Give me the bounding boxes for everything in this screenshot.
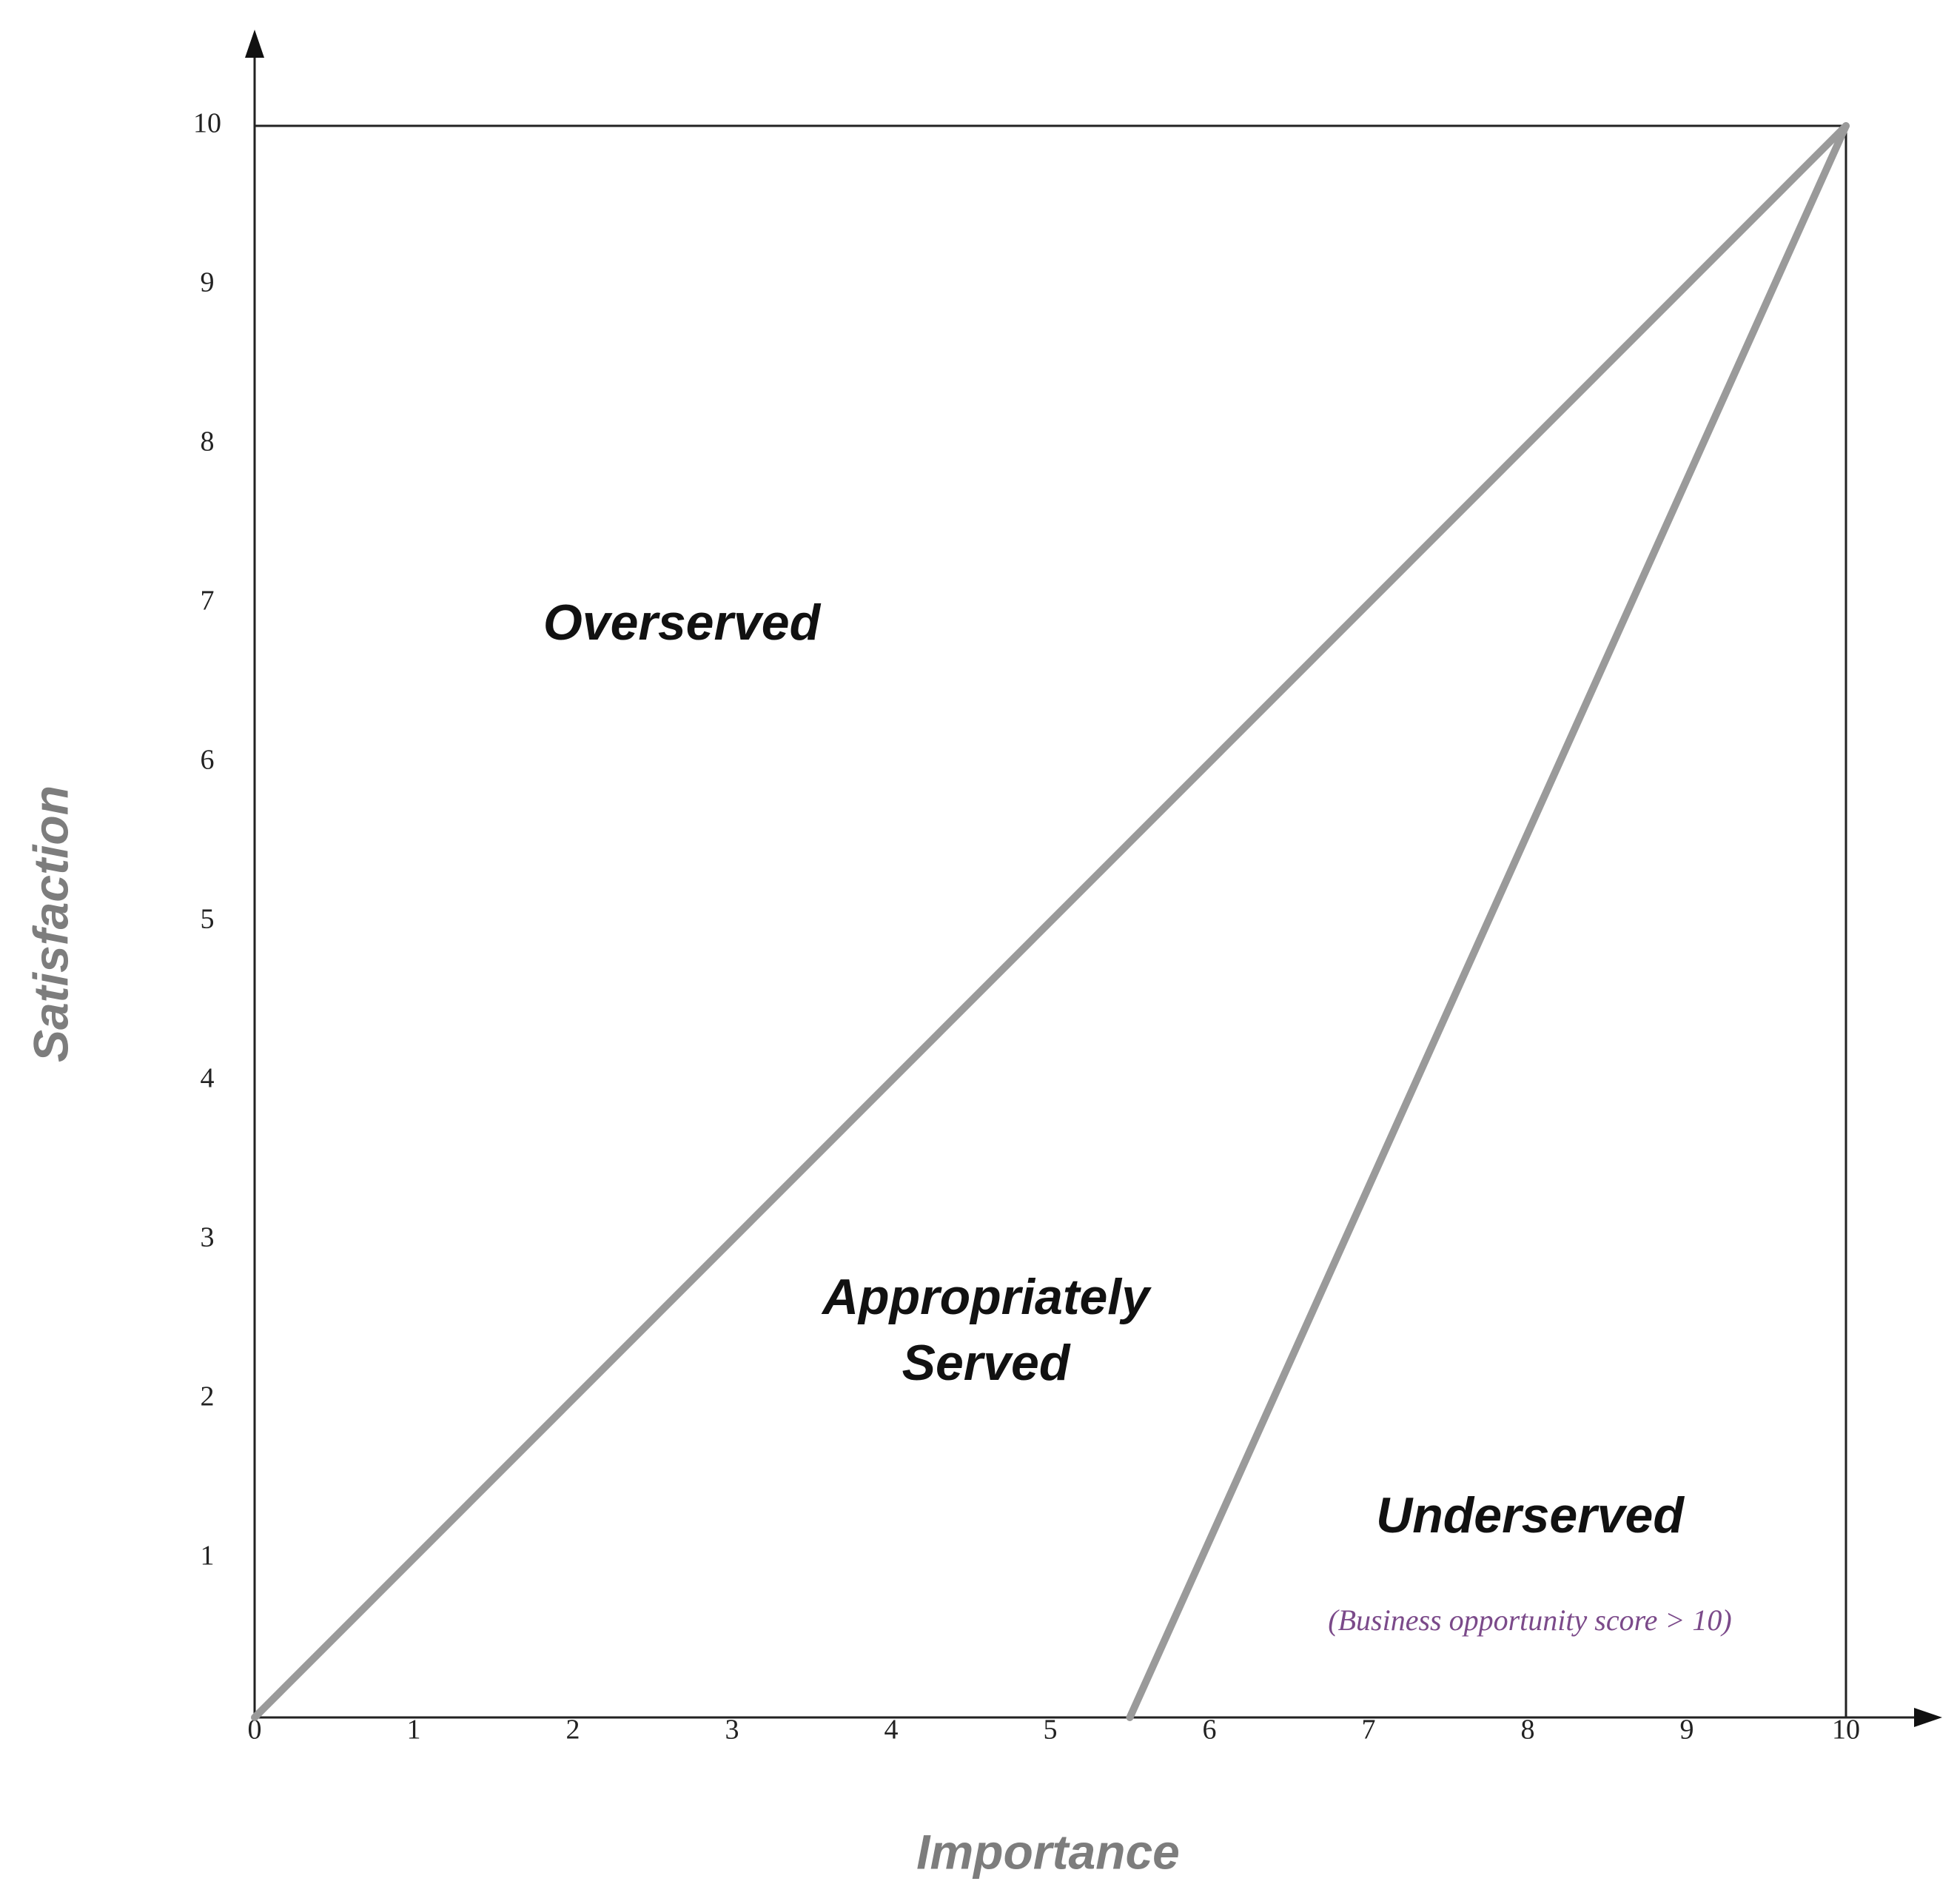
x-tick-label: 1 bbox=[407, 1714, 421, 1746]
y-tick-label: 4 bbox=[201, 1063, 215, 1094]
x-tick-label: 0 bbox=[248, 1714, 262, 1746]
region-label: Underserved bbox=[1376, 1487, 1685, 1543]
x-tick-label: 3 bbox=[725, 1714, 739, 1746]
region-label: Overserved bbox=[543, 594, 822, 651]
region-label: Served bbox=[902, 1335, 1071, 1391]
annotation-note: (Business opportunity score > 10) bbox=[1328, 1603, 1731, 1637]
x-axis-arrow bbox=[1914, 1708, 1942, 1727]
y-tick-label: 6 bbox=[201, 745, 215, 776]
region-label: Appropriately bbox=[821, 1269, 1152, 1325]
series-line bbox=[1126, 122, 1850, 1721]
y-tick-label: 10 bbox=[193, 108, 221, 139]
y-tick-label: 8 bbox=[201, 426, 215, 457]
x-tick-label: 9 bbox=[1680, 1714, 1694, 1746]
x-tick-label: 5 bbox=[1044, 1714, 1058, 1746]
y-tick-label: 5 bbox=[201, 904, 215, 935]
x-tick-label: 7 bbox=[1362, 1714, 1376, 1746]
x-tick-label: 4 bbox=[884, 1714, 899, 1746]
x-tick-label: 8 bbox=[1521, 1714, 1535, 1746]
y-tick-label: 7 bbox=[201, 586, 215, 617]
x-tick-label: 6 bbox=[1203, 1714, 1217, 1746]
series-line bbox=[251, 122, 1850, 1721]
x-tick-label: 2 bbox=[566, 1714, 580, 1746]
y-tick-label: 1 bbox=[201, 1541, 215, 1572]
y-tick-label: 2 bbox=[201, 1381, 215, 1412]
y-tick-label: 3 bbox=[201, 1222, 215, 1253]
x-axis-title: Importance bbox=[916, 1824, 1180, 1879]
y-axis-title: Satisfaction bbox=[23, 785, 78, 1062]
y-tick-label: 9 bbox=[201, 267, 215, 298]
x-tick-label: 10 bbox=[1832, 1714, 1860, 1746]
y-axis-arrow bbox=[245, 30, 264, 58]
